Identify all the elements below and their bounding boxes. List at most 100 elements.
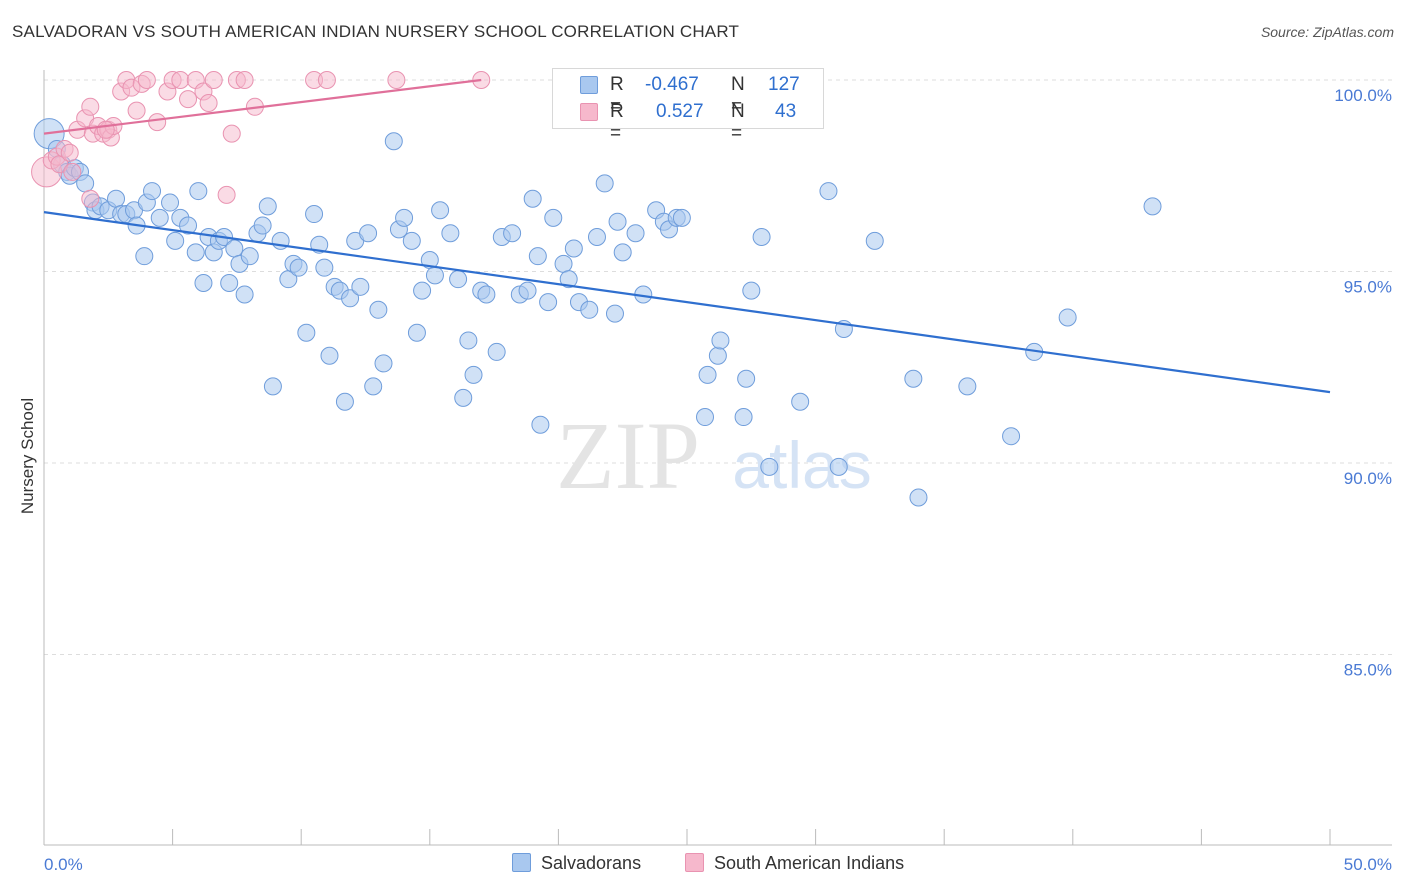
data-point-salvadorans	[384, 132, 403, 151]
legend-r-label: R =	[610, 74, 624, 117]
data-point-salvadorans	[696, 408, 715, 427]
data-point-salvadorans	[544, 208, 563, 227]
data-point-salvadorans	[737, 369, 756, 388]
legend-r-label: R =	[610, 101, 624, 144]
data-point-salvadorans	[904, 369, 923, 388]
data-point-south-american-indians	[171, 71, 190, 89]
data-point-salvadorans	[708, 346, 727, 365]
y-axis-title: Nursery School	[18, 398, 37, 514]
data-point-salvadorans	[760, 457, 779, 476]
data-point-south-american-indians	[317, 71, 336, 89]
data-point-salvadorans	[523, 189, 542, 208]
y-tick-label: 90.0%	[1344, 469, 1392, 488]
data-point-salvadorans	[407, 323, 426, 342]
data-point-south-american-indians	[387, 71, 406, 89]
data-point-salvadorans	[359, 224, 378, 243]
legend-swatch-pink	[685, 853, 704, 872]
data-point-salvadorans	[320, 346, 339, 365]
data-point-south-american-indians	[222, 124, 241, 143]
data-point-salvadorans	[186, 243, 205, 262]
data-point-salvadorans	[734, 408, 753, 427]
trend-line-south-american-indians	[43, 78, 482, 135]
data-point-south-american-indians	[137, 71, 156, 89]
data-point-salvadorans	[531, 415, 550, 434]
x-tick-label: 0.0%	[44, 855, 83, 874]
data-point-salvadorans	[564, 239, 583, 258]
data-point-salvadorans	[819, 182, 838, 201]
data-point-south-american-indians	[199, 93, 218, 112]
x-tick-label: 50.0%	[1344, 855, 1392, 874]
data-point-salvadorans	[235, 285, 254, 304]
y-tick-label: 100.0%	[1334, 86, 1392, 105]
data-point-salvadorans	[1143, 197, 1162, 216]
legend-r-value: 0.527	[656, 101, 704, 122]
data-point-salvadorans	[135, 247, 154, 266]
data-point-salvadorans	[829, 457, 848, 476]
data-point-salvadorans	[909, 488, 928, 507]
data-point-salvadorans	[559, 270, 578, 289]
data-point-south-american-indians	[81, 189, 100, 208]
data-point-salvadorans	[402, 231, 421, 250]
y-tick-label: 85.0%	[1344, 661, 1392, 680]
data-point-salvadorans	[143, 182, 162, 201]
data-point-south-american-indians	[217, 185, 236, 204]
legend-r-value: -0.467	[645, 74, 699, 95]
data-point-salvadorans	[487, 342, 506, 361]
data-point-south-american-indians	[204, 71, 223, 89]
data-point-south-american-indians	[63, 162, 82, 181]
legend-swatch-blue	[580, 76, 598, 94]
data-point-salvadorans	[464, 365, 483, 384]
data-point-salvadorans	[425, 266, 444, 285]
data-point-salvadorans	[608, 212, 627, 231]
data-point-salvadorans	[1058, 308, 1077, 327]
data-point-south-american-indians	[127, 101, 146, 120]
legend-n-value: 127	[768, 74, 800, 95]
legend-n-value: 43	[775, 101, 797, 122]
data-point-salvadorans	[742, 281, 761, 300]
series-south-american-indians	[31, 71, 491, 208]
data-point-salvadorans	[395, 208, 414, 227]
bottom-legend-salvadorans: Salvadorans	[512, 853, 641, 874]
legend-label-south-american-indians: South American Indians	[714, 853, 905, 873]
data-point-salvadorans	[672, 208, 691, 227]
data-point-salvadorans	[220, 273, 239, 292]
data-point-salvadorans	[711, 331, 730, 350]
correlation-legend: R = -0.467 N = 127 R = 0.527 N = 43	[552, 68, 824, 144]
data-point-salvadorans	[253, 216, 272, 235]
legend-swatch-blue	[512, 853, 531, 872]
data-point-salvadorans	[613, 243, 632, 262]
data-point-salvadorans	[605, 304, 624, 323]
data-point-salvadorans	[107, 189, 126, 208]
data-point-salvadorans	[441, 224, 460, 243]
data-point-salvadorans	[225, 239, 244, 258]
data-point-salvadorans	[194, 273, 213, 292]
data-point-salvadorans	[865, 231, 884, 250]
legend-n-label: N =	[731, 74, 745, 117]
data-point-salvadorans	[459, 331, 478, 350]
data-point-salvadorans	[791, 392, 810, 411]
data-point-salvadorans	[369, 300, 388, 319]
data-point-salvadorans	[297, 323, 316, 342]
data-point-salvadorans	[431, 201, 450, 220]
data-point-salvadorans	[539, 293, 558, 312]
data-point-salvadorans	[263, 377, 282, 396]
data-point-salvadorans	[258, 197, 277, 216]
data-point-south-american-indians	[148, 113, 167, 132]
data-point-salvadorans	[305, 205, 324, 224]
y-tick-label: 95.0%	[1344, 278, 1392, 297]
watermark-zip: ZIP	[556, 402, 700, 509]
data-point-salvadorans	[958, 377, 977, 396]
data-point-salvadorans	[289, 258, 308, 277]
data-point-south-american-indians	[81, 97, 100, 116]
data-point-salvadorans	[449, 270, 468, 289]
data-point-south-american-indians	[235, 71, 254, 89]
axes	[43, 70, 1392, 846]
data-point-salvadorans	[752, 228, 771, 247]
watermark: ZIP atlas	[556, 402, 872, 509]
data-point-salvadorans	[335, 392, 354, 411]
watermark-atlas: atlas	[732, 428, 871, 502]
gridlines	[44, 79, 1392, 655]
data-point-salvadorans	[454, 388, 473, 407]
data-point-salvadorans	[503, 224, 522, 243]
data-point-salvadorans	[341, 289, 360, 308]
